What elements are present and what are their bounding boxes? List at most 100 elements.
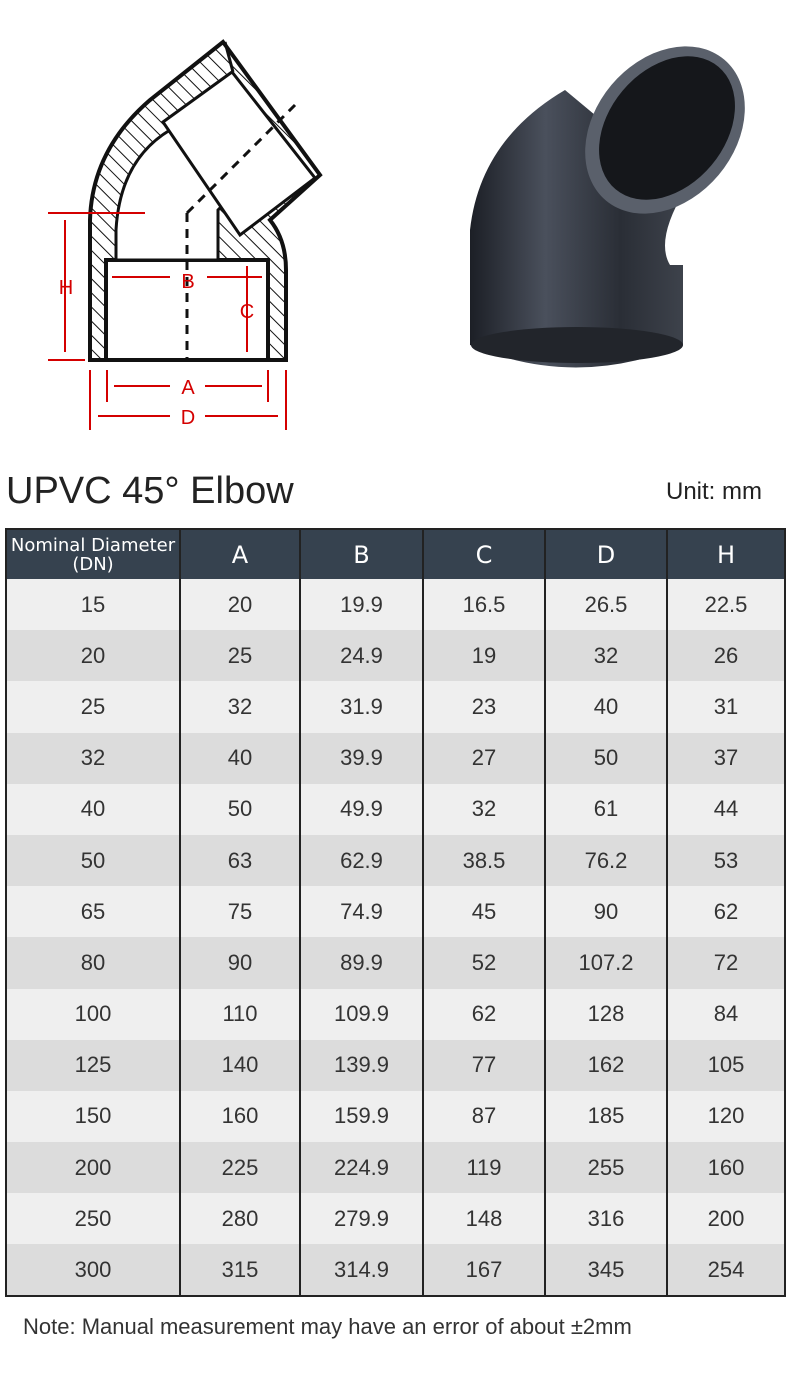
table-cell: 45: [422, 886, 545, 938]
table-cell: 87: [422, 1090, 545, 1143]
label-h: H: [59, 277, 73, 299]
table-cell: 44: [666, 783, 785, 835]
table-cell: 315: [179, 1244, 300, 1296]
table-cell: 200: [666, 1193, 785, 1245]
table-cell: 50: [544, 732, 667, 784]
table-cell: 20: [179, 579, 300, 631]
table-cell: 84: [666, 988, 785, 1040]
table-cell: 53: [666, 834, 785, 887]
table-cell: 200: [5, 1142, 180, 1194]
label-d: D: [181, 407, 195, 429]
label-c: C: [240, 301, 254, 323]
table-cell: 162: [544, 1039, 667, 1091]
table-row: 32 40 39.9 27 50 37: [5, 732, 785, 784]
table-cell: 26: [666, 630, 785, 682]
table-cell: 300: [5, 1244, 180, 1296]
table-cell: 279.9: [299, 1193, 423, 1245]
table-cell: 128: [544, 988, 667, 1040]
table-cell: 62: [666, 886, 785, 938]
table-cell: 31: [666, 681, 785, 733]
table-cell: 25: [5, 681, 180, 733]
table-cell: 105: [666, 1039, 785, 1091]
table-cell: 125: [5, 1039, 180, 1091]
unit-label: Unit: mm: [666, 478, 762, 505]
table-cell: 280: [179, 1193, 300, 1245]
table-row: 200 225 224.9 119 255 160: [5, 1142, 785, 1194]
table-cell: 140: [179, 1039, 300, 1091]
table-cell: 167: [422, 1244, 545, 1296]
table-row: 100 110 109.9 62 128 84: [5, 988, 785, 1040]
table-cell: 15: [5, 579, 180, 631]
table-row: 300 315 314.9 167 345 254: [5, 1244, 785, 1296]
table-cell: 255: [544, 1142, 667, 1194]
label-b: B: [181, 271, 194, 293]
table-cell: 25: [179, 630, 300, 682]
table-cell: 61: [544, 783, 667, 835]
table-cell: 139.9: [299, 1039, 423, 1091]
table-cell: 89.9: [299, 937, 423, 989]
table-cell: 160: [179, 1090, 300, 1143]
table-cell: 26.5: [544, 579, 667, 631]
table-cell: 27: [422, 732, 545, 784]
table-row: 65 75 74.9 45 90 62: [5, 886, 785, 938]
table-cell: 37: [666, 732, 785, 784]
table-cell: 80: [5, 937, 180, 989]
table-cell: 160: [666, 1142, 785, 1194]
table-cell: 100: [5, 988, 180, 1040]
table-row: 25 32 31.9 23 40 31: [5, 681, 785, 733]
table-row: 250 280 279.9 148 316 200: [5, 1193, 785, 1245]
table-cell: 159.9: [299, 1090, 423, 1143]
table-cell: 62: [422, 988, 545, 1040]
table-cell: 65: [5, 886, 180, 938]
table-cell: 38.5: [422, 834, 545, 887]
label-a: A: [181, 377, 195, 399]
table-row: 50 63 62.9 38.5 76.2 53: [5, 834, 785, 887]
table-cell: 250: [5, 1193, 180, 1245]
measurement-note: Note: Manual measurement may have an err…: [23, 1314, 632, 1339]
table-cell: 50: [5, 834, 180, 887]
table-cell: 31.9: [299, 681, 423, 733]
table-cell: 40: [544, 681, 667, 733]
table-cell: 185: [544, 1090, 667, 1143]
table-cell: 40: [179, 732, 300, 784]
table-cell: 77: [422, 1039, 545, 1091]
table-cell: 150: [5, 1090, 180, 1143]
header-b: B: [299, 529, 423, 579]
table-cell: 72: [666, 937, 785, 989]
table-row: 20 25 24.9 19 32 26: [5, 630, 785, 682]
table-cell: 90: [544, 886, 667, 938]
table-cell: 50: [179, 783, 300, 835]
table-cell: 49.9: [299, 783, 423, 835]
table-cell: 110: [179, 988, 300, 1040]
header-d: D: [544, 529, 667, 579]
table-cell: 22.5: [666, 579, 785, 631]
table-cell: 62.9: [299, 834, 423, 887]
table-cell: 109.9: [299, 988, 423, 1040]
table-cell: 316: [544, 1193, 667, 1245]
page-title: UPVC 45° Elbow: [6, 470, 294, 512]
table-row: 125 140 139.9 77 162 105: [5, 1039, 785, 1091]
table-row: 150 160 159.9 87 185 120: [5, 1090, 785, 1143]
elbow-product-photo: [470, 46, 745, 368]
table-cell: 32: [544, 630, 667, 682]
table-cell: 107.2: [544, 937, 667, 989]
table-cell: 224.9: [299, 1142, 423, 1194]
table-cell: 23: [422, 681, 545, 733]
table-cell: 24.9: [299, 630, 423, 682]
table-cell: 75: [179, 886, 300, 938]
table-cell: 40: [5, 783, 180, 835]
table-cell: 19: [422, 630, 545, 682]
table-cell: 74.9: [299, 886, 423, 938]
table-cell: 52: [422, 937, 545, 989]
table-cell: 32: [179, 681, 300, 733]
table-cell: 32: [5, 732, 180, 784]
header-c: C: [422, 529, 545, 579]
table-cell: 225: [179, 1142, 300, 1194]
table-cell: 119: [422, 1142, 545, 1194]
table-cell: 90: [179, 937, 300, 989]
header-a: A: [179, 529, 300, 579]
table-row: 40 50 49.9 32 61 44: [5, 783, 785, 835]
table-cell: 254: [666, 1244, 785, 1296]
table-cell: 19.9: [299, 579, 423, 631]
table-cell: 148: [422, 1193, 545, 1245]
